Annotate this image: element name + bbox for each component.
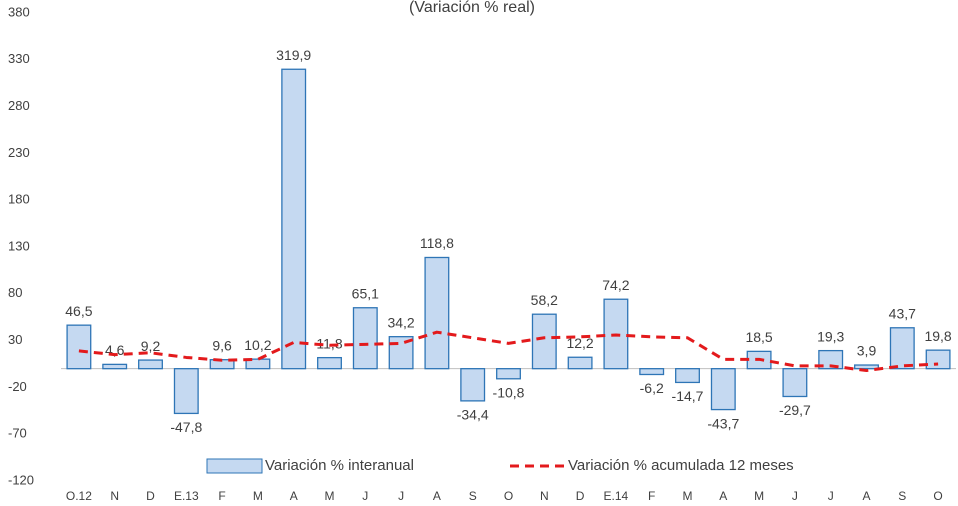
value-label: 9,2 [141, 338, 161, 354]
x-tick-label: M [683, 489, 693, 503]
value-label: -47,8 [170, 419, 202, 435]
bar [889, 327, 915, 370]
value-label: -6,2 [640, 380, 664, 396]
y-tick-label: 130 [8, 238, 30, 253]
value-label: -29,7 [779, 402, 811, 418]
legend-label: Variación % acumulada 12 meses [568, 457, 794, 474]
bar [102, 363, 128, 370]
x-tick-label: J [828, 489, 834, 503]
bar [567, 356, 593, 370]
value-label: 11,8 [316, 335, 342, 351]
x-tick-label: E.14 [604, 489, 629, 503]
x-tick-label: N [110, 489, 119, 503]
value-label: 34,2 [387, 314, 414, 330]
value-label: -10,8 [493, 384, 525, 400]
y-tick-label: 180 [8, 192, 30, 207]
x-tick-label: F [648, 489, 655, 503]
value-label: 10,2 [244, 337, 271, 353]
x-tick-label: D [576, 489, 585, 503]
y-tick-label: 30 [8, 332, 22, 347]
value-label: -34,4 [457, 407, 489, 423]
value-label: -14,7 [672, 388, 704, 404]
bar [496, 368, 521, 380]
x-tick-label: A [719, 489, 727, 503]
y-tick-label: 80 [8, 285, 22, 300]
bar [245, 358, 271, 370]
bar [818, 349, 844, 370]
x-tick-label: J [792, 489, 798, 503]
value-label: 58,2 [531, 292, 558, 308]
value-label: 12,2 [566, 335, 593, 351]
line [78, 330, 939, 373]
chart-title: (Variación % real) [409, 0, 535, 16]
value-label: -43,7 [707, 415, 739, 431]
bar [317, 356, 342, 370]
bar [925, 349, 951, 370]
x-tick-label: A [433, 489, 441, 503]
bar [66, 324, 92, 370]
bar [675, 368, 700, 384]
value-label: 65,1 [352, 285, 379, 301]
y-tick-label: 380 [8, 4, 30, 19]
x-tick-label: M [253, 489, 263, 503]
x-tick-label: S [469, 489, 477, 503]
x-tick-label: O [933, 489, 942, 503]
bar [531, 313, 557, 370]
x-tick-label: O.12 [66, 489, 92, 503]
bar [173, 368, 199, 415]
x-tick-label: A [862, 489, 870, 503]
bar [281, 68, 307, 370]
value-label: 19,3 [817, 328, 844, 344]
x-tick-label: A [290, 489, 298, 503]
legend-label: Variación % interanual [265, 457, 414, 474]
x-tick-label: M [754, 489, 764, 503]
y-tick-label: -70 [8, 426, 27, 441]
y-tick-label: -120 [8, 472, 34, 487]
value-label: 46,5 [65, 303, 92, 319]
x-tick-label: O [504, 489, 513, 503]
x-tick-label: J [362, 489, 368, 503]
y-tick-label: 280 [8, 98, 30, 113]
y-tick-label: 330 [8, 51, 30, 66]
bar [460, 368, 486, 402]
bar [854, 364, 879, 370]
x-tick-label: F [218, 489, 225, 503]
value-label: 9,6 [212, 337, 232, 353]
bar [424, 256, 450, 370]
x-tick-label: N [540, 489, 549, 503]
y-tick-label: -20 [8, 379, 27, 394]
value-label: 19,8 [924, 328, 951, 344]
bar [138, 359, 163, 370]
x-tick-label: J [398, 489, 404, 503]
value-label: 43,7 [889, 305, 916, 321]
y-tick-label: 230 [8, 145, 30, 160]
legend-swatch [206, 458, 263, 474]
x-tick-label: S [898, 489, 906, 503]
bar [639, 368, 665, 376]
bar [352, 307, 378, 370]
value-label: 3,9 [857, 343, 877, 359]
value-label: 74,2 [602, 277, 629, 293]
value-label: 118,8 [420, 235, 454, 251]
bar [710, 368, 736, 411]
value-label: 319,9 [276, 47, 311, 63]
x-tick-label: M [325, 489, 335, 503]
x-tick-label: E.13 [174, 489, 199, 503]
value-label: 18,5 [745, 329, 772, 345]
x-tick-label: D [146, 489, 155, 503]
bar [782, 368, 808, 398]
